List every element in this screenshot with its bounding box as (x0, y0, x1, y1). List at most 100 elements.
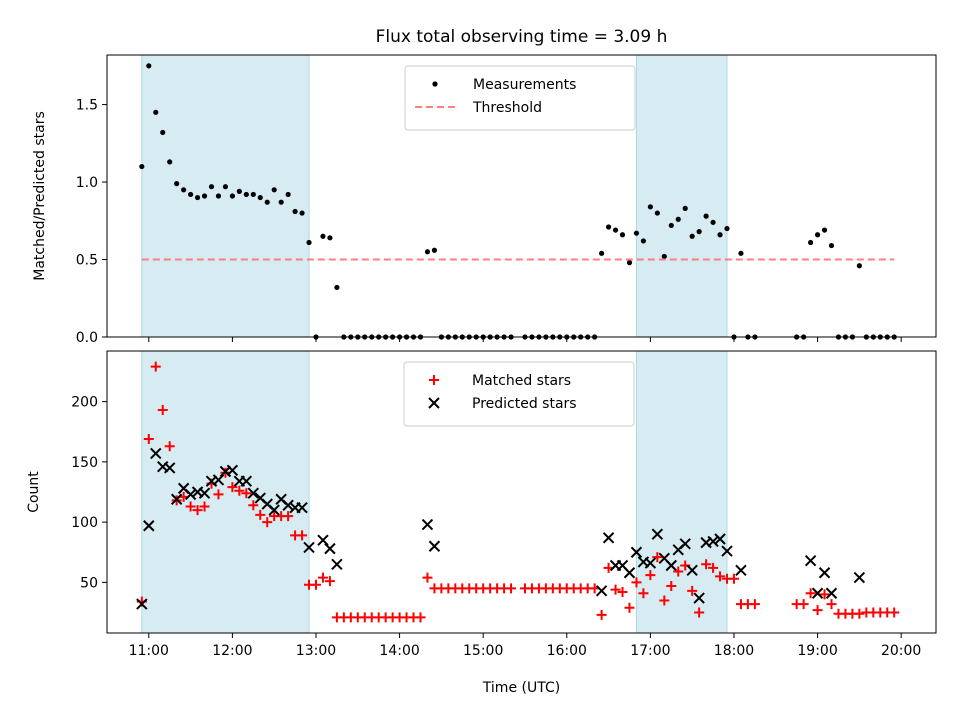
measurement-point (696, 229, 702, 235)
legend-marker-swatch (429, 375, 439, 385)
predicted-star-point (268, 504, 280, 516)
measurement-point (682, 205, 688, 211)
measurement-point (320, 233, 326, 239)
predicted-star-point (804, 554, 817, 567)
x-tick-label: 17:00 (630, 643, 670, 659)
x-tick-label: 19:00 (797, 643, 837, 659)
measurement-point (821, 227, 828, 233)
predicted-star-point (163, 462, 176, 474)
legend-marker-swatch (428, 397, 440, 409)
measurement-point (236, 188, 242, 194)
legend-entry-label: Predicted stars (472, 396, 577, 412)
y-tick-label: 200 (71, 395, 98, 411)
matched-star-point (652, 552, 663, 563)
legend-box (403, 361, 635, 427)
matched-star-point (715, 571, 726, 582)
measurement-point (605, 224, 612, 230)
measurement-point (647, 204, 653, 210)
matched-star-point (310, 579, 321, 590)
measurement-point (808, 239, 814, 246)
count-legend: Matched stars Predicted stars (403, 361, 635, 427)
matched-star-point (199, 501, 210, 512)
matched-star-point (317, 572, 328, 583)
measurement-point (257, 194, 263, 201)
measurement-point (146, 63, 152, 69)
x-tick-label: 12:00 (212, 643, 252, 659)
measurement-point (724, 225, 730, 232)
matched-star-point (415, 612, 426, 623)
matched-star-point (687, 585, 698, 596)
ratio-panel: 0.0 0.5 1.0 1.5 Flux total observing time =… (32, 27, 937, 346)
legend-marker-swatch (432, 81, 438, 87)
measurement-point (243, 191, 249, 198)
x-axis-label: Time (UTC) (482, 680, 560, 696)
matched-star-point (506, 583, 517, 594)
measurement-point (250, 191, 256, 198)
matched-star-point (749, 599, 760, 610)
measurement-point (299, 210, 305, 216)
predicted-star-point (184, 488, 197, 501)
matched-star-point (192, 505, 203, 516)
predicted-star-point (721, 545, 733, 557)
measurement-point (271, 187, 277, 193)
predicted-star-point (226, 464, 239, 477)
observing-interval-shade (141, 350, 310, 634)
predicted-star-point (240, 475, 253, 487)
matched-star-point (227, 482, 238, 493)
predicted-star-point (150, 447, 162, 460)
matched-star-point (596, 609, 607, 620)
measurement-point (633, 230, 640, 236)
matched-star-point (666, 581, 677, 591)
measurement-point (814, 232, 821, 238)
measurement-point (710, 219, 716, 225)
predicted-star-point (595, 585, 608, 597)
predicted-star-point (170, 493, 183, 505)
measurement-point (717, 232, 723, 238)
measurement-point (424, 249, 431, 255)
predicted-star-point (623, 567, 636, 579)
predicted-star-point (686, 564, 698, 577)
y-tick-label: 50 (80, 575, 98, 591)
legend-entry-label: Measurements (473, 77, 576, 93)
series-matched-stars (136, 361, 900, 623)
predicted-star-point (282, 499, 294, 511)
measurement-point (222, 184, 229, 190)
measurement-point (327, 235, 333, 241)
measurement-point (208, 184, 215, 190)
series-predicted-stars (136, 447, 866, 610)
observing-interval-shade (141, 54, 310, 338)
legend-entry-label: Threshold (472, 100, 542, 116)
predicted-star-point (853, 571, 866, 584)
y-tick-label: 0.0 (76, 330, 98, 346)
predicted-star-point (331, 558, 343, 571)
matched-star-point (241, 488, 252, 499)
count-plot-frame (106, 350, 937, 634)
measurement-point (292, 208, 298, 215)
matched-star-point (185, 501, 196, 512)
measurement-point (612, 227, 619, 233)
measurement-point (619, 232, 626, 238)
predicted-star-point (198, 487, 211, 499)
measurement-point (654, 210, 660, 216)
measurement-point (675, 216, 681, 222)
matched-star-point (150, 361, 161, 372)
measurement-point (334, 284, 340, 291)
measurement-point (640, 238, 647, 244)
x-tick-label: 15:00 (463, 643, 503, 659)
legend-entry-label: Matched stars (472, 373, 571, 389)
measurement-point (181, 187, 187, 193)
measurement-point (264, 199, 270, 205)
measurement-point (306, 239, 312, 246)
predicted-star-point (714, 533, 726, 545)
predicted-star-point (630, 546, 643, 558)
matched-star-point (631, 577, 642, 588)
matched-star-point (812, 605, 823, 616)
measurement-point (215, 193, 222, 199)
predicted-star-point (707, 535, 719, 548)
x-tick-label: 18:00 (714, 643, 754, 659)
matched-star-point (422, 572, 433, 583)
matched-star-point (248, 500, 259, 511)
observing-interval-shade (635, 54, 728, 338)
predicted-star-point (317, 534, 329, 546)
